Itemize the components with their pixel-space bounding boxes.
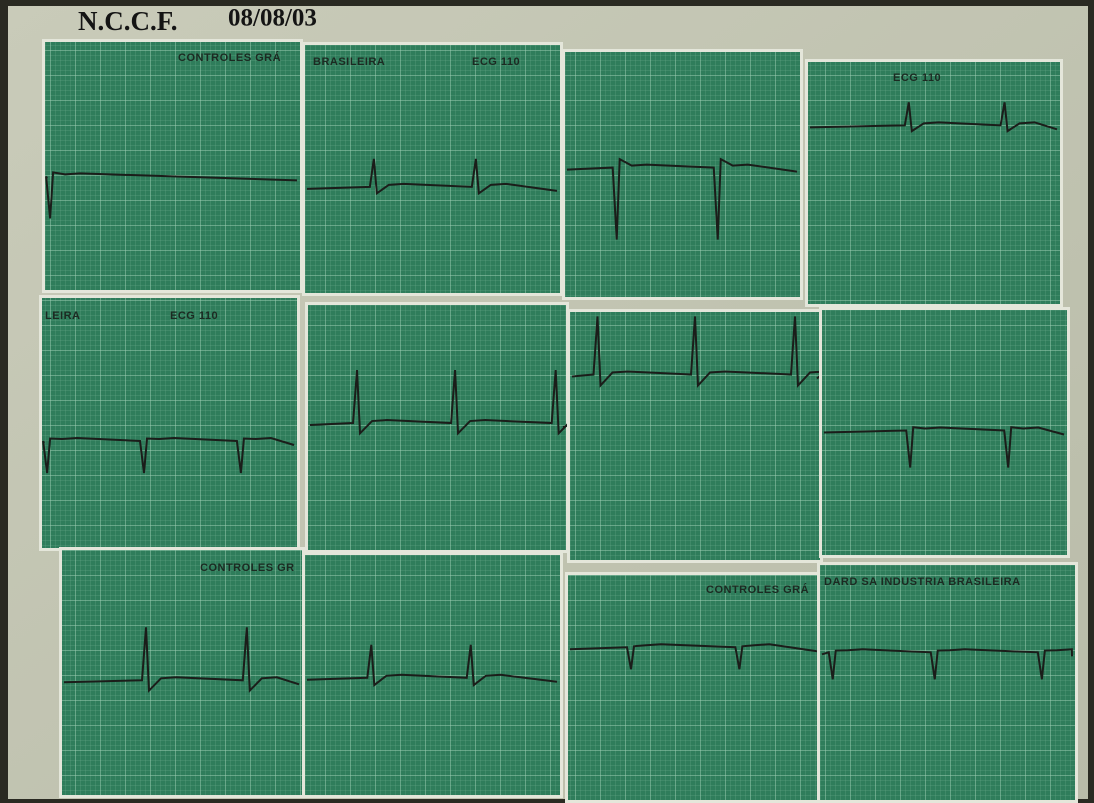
date: 08/08/03 xyxy=(228,5,317,32)
ecg-grid xyxy=(305,555,560,795)
ecg-grid xyxy=(42,298,297,548)
ecg-grid xyxy=(808,62,1060,304)
ecg-trace xyxy=(809,102,1058,133)
ecg-trace xyxy=(63,627,300,693)
strip-label: CONTROLES GRÁ xyxy=(178,51,281,64)
ecg-grid xyxy=(305,45,560,293)
strip-label: ECG 110 xyxy=(893,72,941,84)
strip-label: BRASILEIRA xyxy=(313,56,385,68)
panels xyxy=(39,39,1078,803)
strip-label: ECG 110 xyxy=(472,56,520,68)
ecg-trace xyxy=(569,643,818,670)
ecg-trace xyxy=(309,369,586,436)
ecg-trace xyxy=(42,436,295,474)
ecg-trace xyxy=(571,316,828,388)
ecg-grid xyxy=(308,305,566,550)
ecg-grid xyxy=(820,565,1075,800)
ecg-trace xyxy=(306,644,558,687)
ecg-trace xyxy=(821,648,1073,680)
strip-label: ECG 110 xyxy=(170,310,218,322)
strip-label: CONTROLES GR xyxy=(200,562,295,574)
ecg-grid xyxy=(570,312,820,560)
strip-label: DARD SA INDUSTRIA BRASILEIRA xyxy=(824,576,1021,588)
ecg-grid xyxy=(568,575,820,800)
strip-label: CONTROLES GRÁ xyxy=(706,583,809,596)
ecg-grid xyxy=(62,550,302,795)
ecg-grid xyxy=(45,42,300,290)
title: N.C.C.F. xyxy=(78,6,178,36)
ecg-trace xyxy=(306,158,558,196)
labels: CONTROLES GRÁ BRASILEIRA ECG 110 ECG 110… xyxy=(45,51,1021,596)
strip-label: LEIRA xyxy=(45,310,81,322)
ecg-trace xyxy=(45,171,298,219)
ecg-grid xyxy=(565,52,800,297)
ecg-trace xyxy=(823,426,1065,468)
ecg-trace xyxy=(566,157,798,240)
